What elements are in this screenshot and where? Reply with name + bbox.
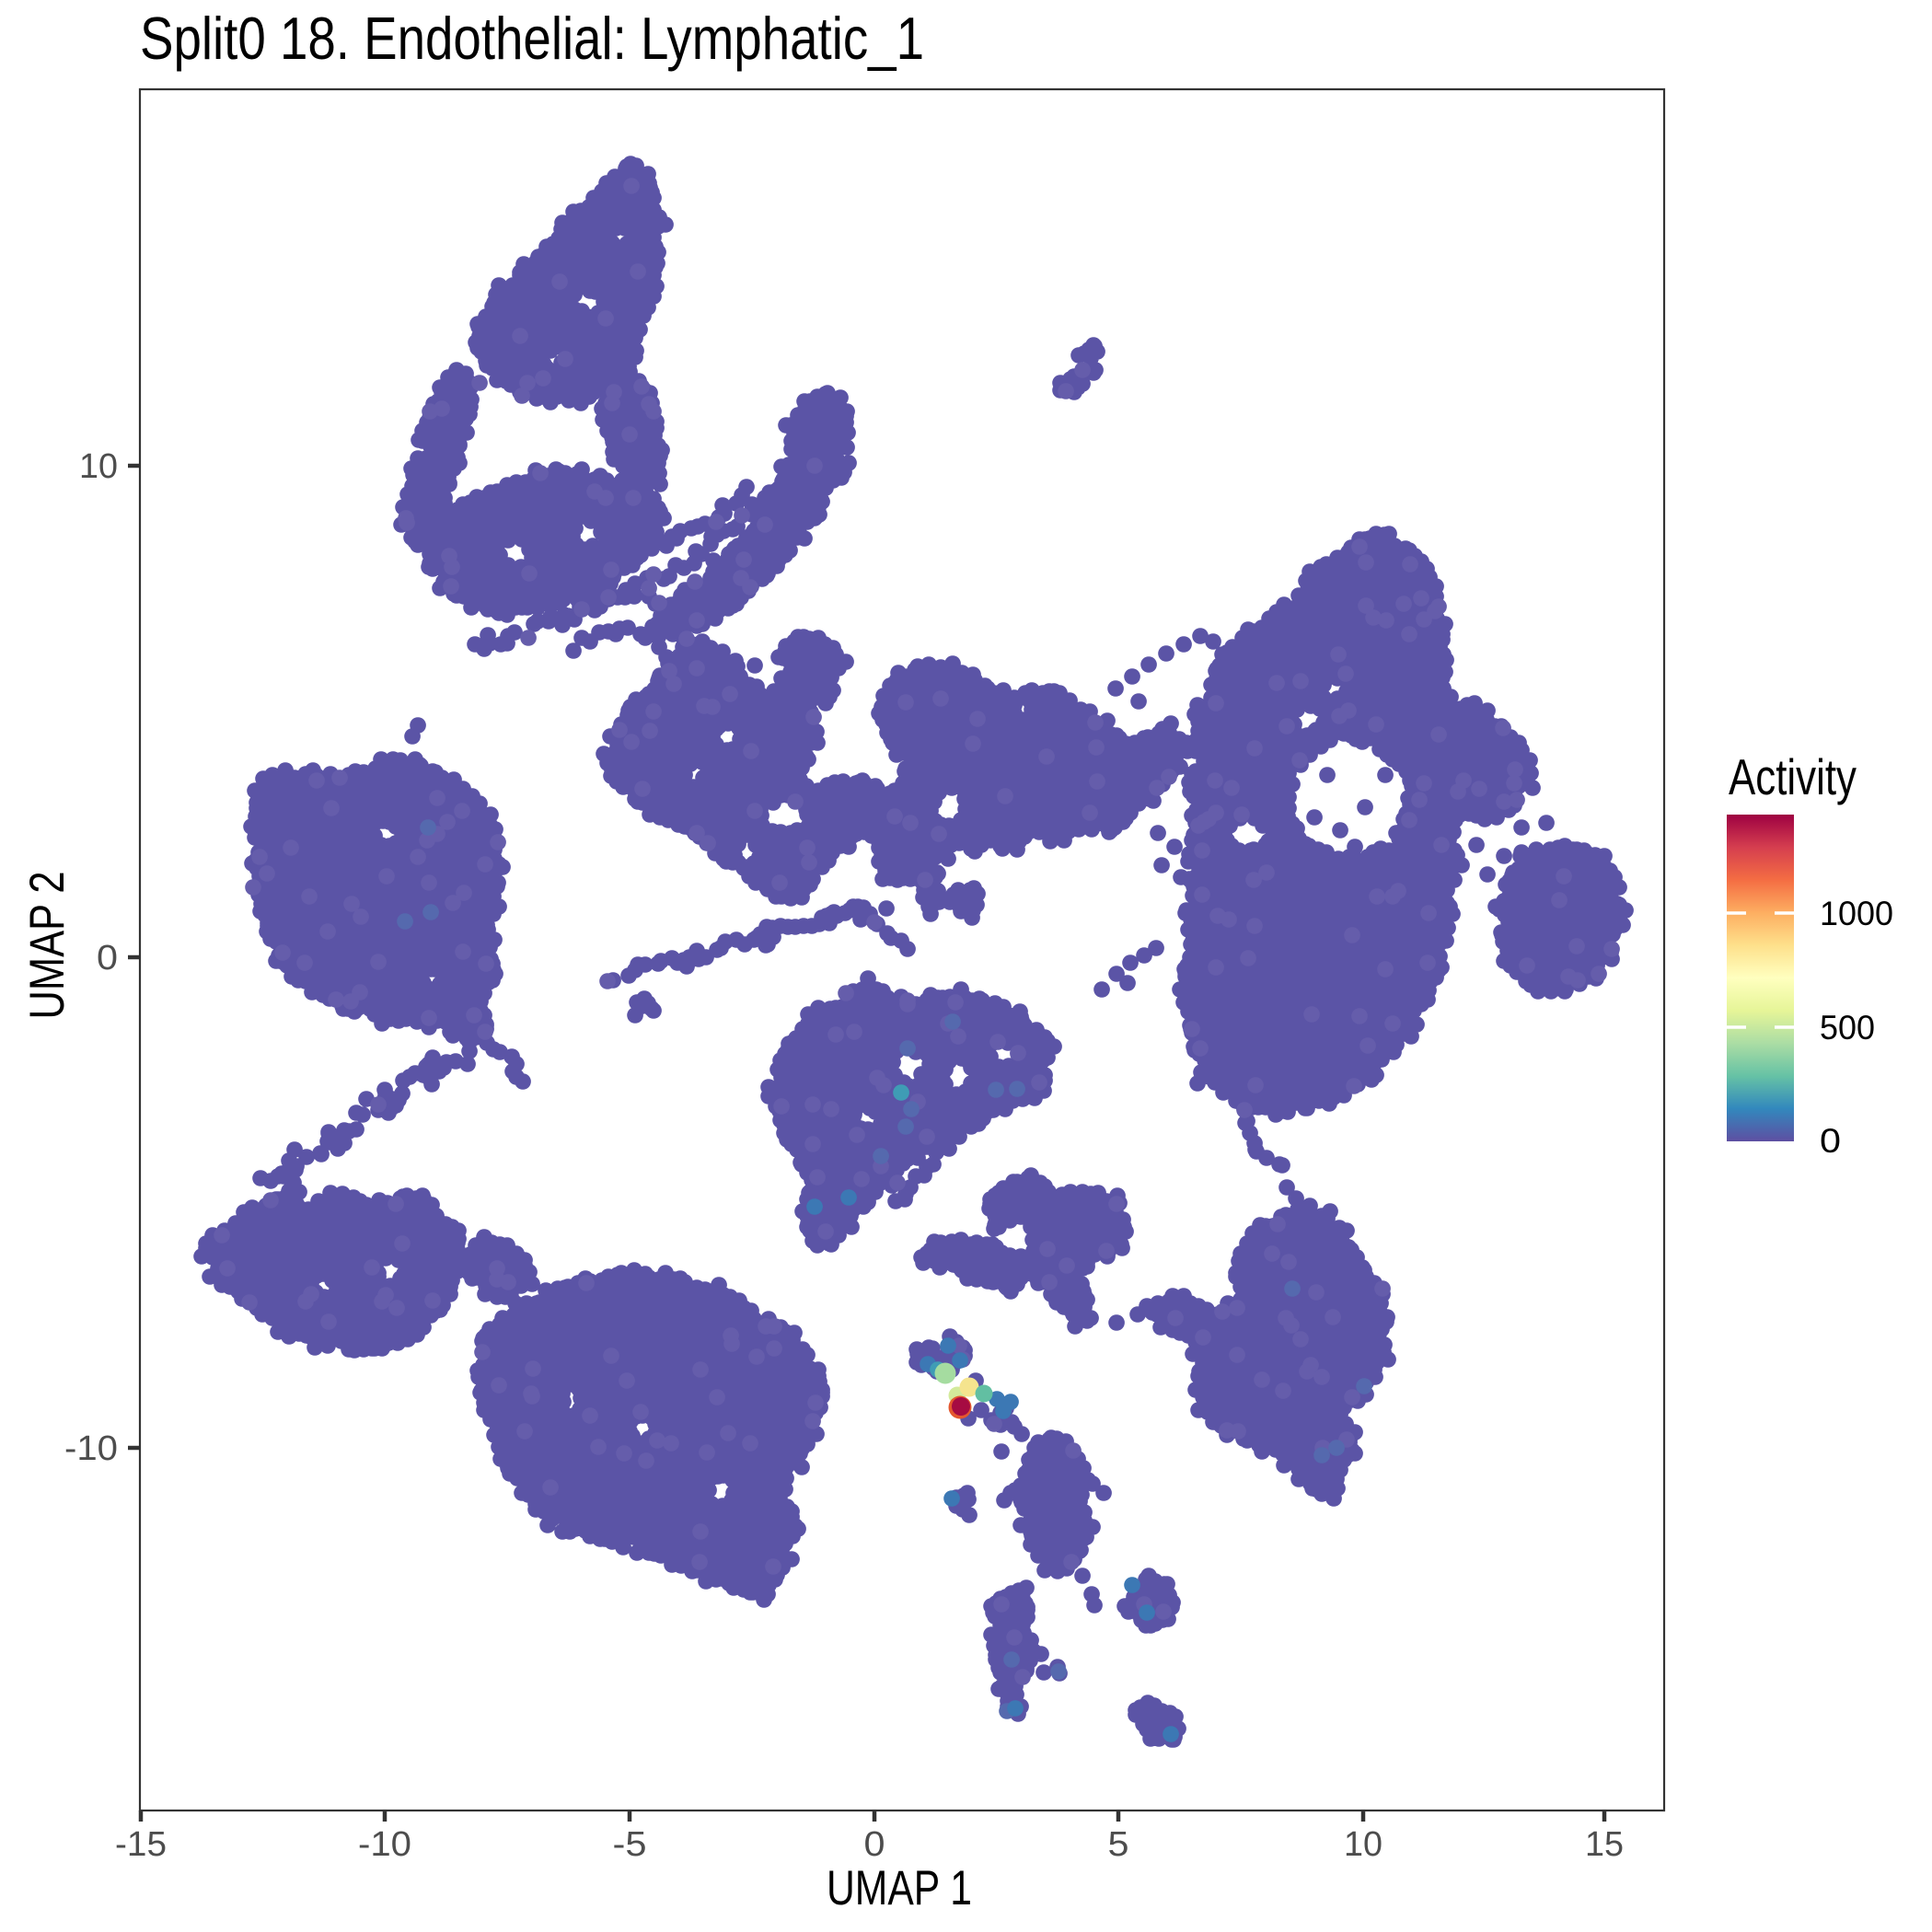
- svg-text:-10: -10: [358, 1825, 411, 1864]
- svg-text:-5: -5: [613, 1825, 647, 1864]
- svg-text:-15: -15: [115, 1825, 167, 1864]
- svg-text:15: 15: [1585, 1825, 1624, 1864]
- svg-text:-10: -10: [64, 1429, 118, 1468]
- svg-text:Split0 18. Endothelial: Lympha: Split0 18. Endothelial: Lymphatic_1: [140, 5, 924, 72]
- svg-text:Activity: Activity: [1729, 748, 1857, 805]
- svg-text:0: 0: [1820, 1122, 1841, 1160]
- svg-text:UMAP 1: UMAP 1: [827, 1861, 972, 1915]
- svg-text:10: 10: [79, 447, 118, 486]
- svg-text:UMAP 2: UMAP 2: [20, 872, 75, 1020]
- svg-text:10: 10: [1344, 1825, 1382, 1864]
- svg-text:5: 5: [1108, 1825, 1129, 1864]
- svg-text:1000: 1000: [1820, 895, 1893, 932]
- svg-text:0: 0: [864, 1825, 885, 1864]
- svg-text:0: 0: [97, 939, 118, 978]
- svg-text:500: 500: [1820, 1009, 1875, 1047]
